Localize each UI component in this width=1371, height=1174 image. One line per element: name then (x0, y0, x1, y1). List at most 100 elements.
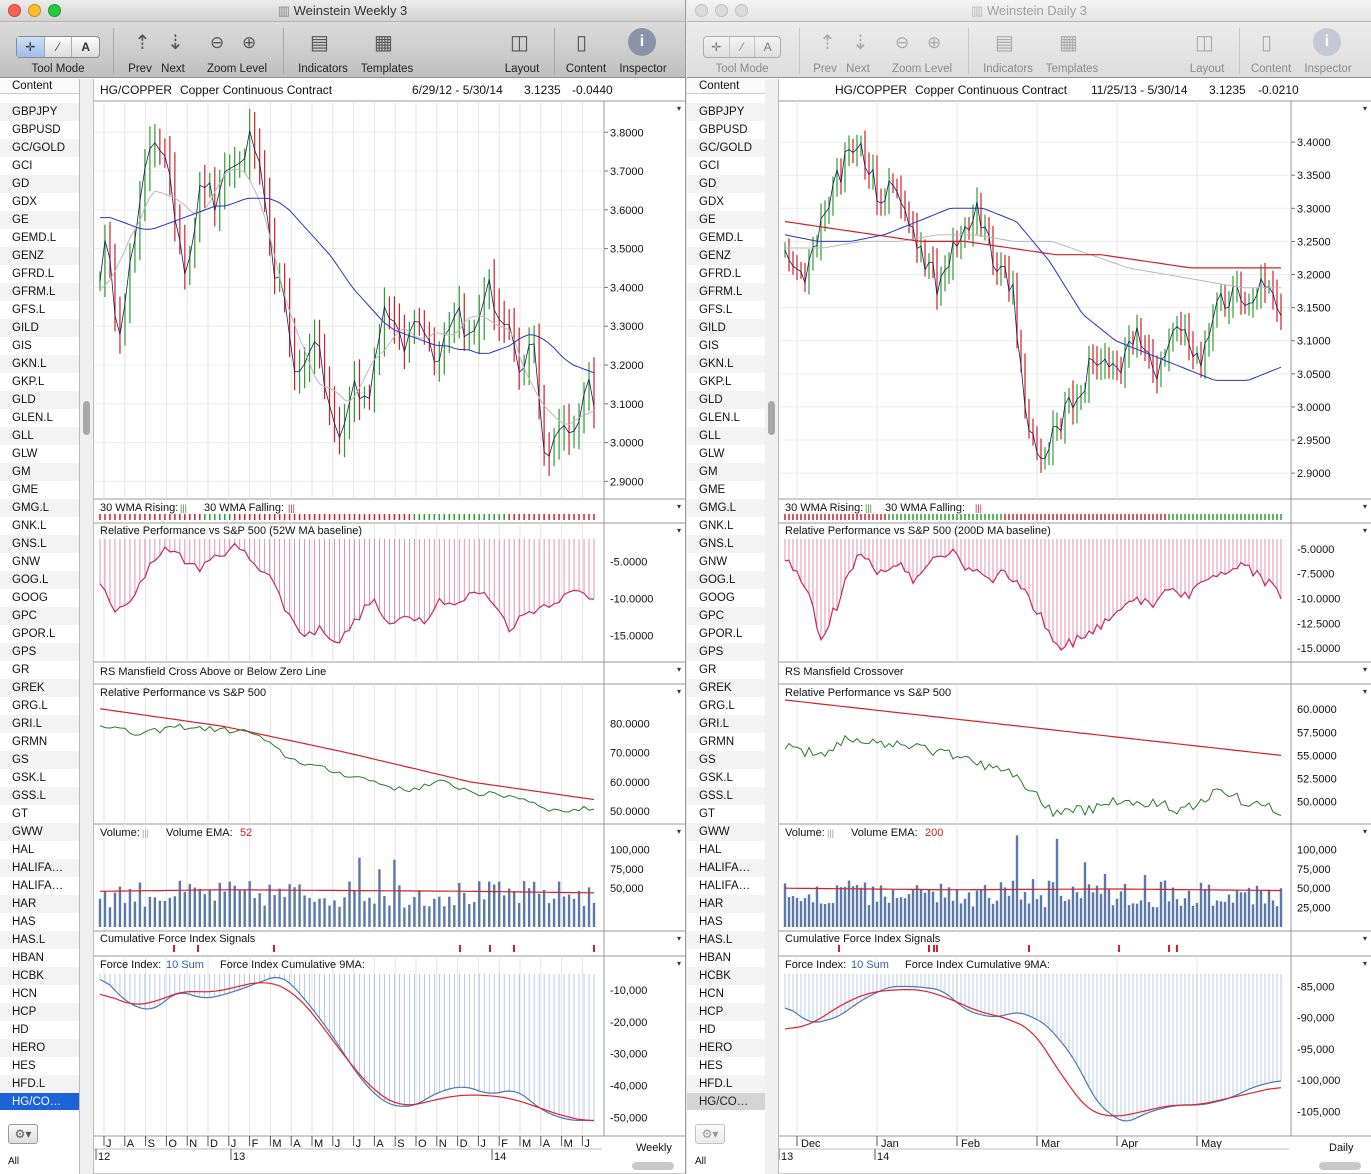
sidebar-item[interactable]: GD (0, 175, 79, 193)
sidebar-item[interactable]: GMG.L (687, 499, 766, 517)
sidebar-item[interactable]: GREK (687, 679, 766, 697)
sidebar-item[interactable]: GFS.L (699, 304, 733, 316)
scroll-thumb[interactable] (83, 401, 90, 435)
sidebar-item[interactable]: HAL (12, 844, 35, 856)
sidebar-item[interactable]: GLW (699, 448, 725, 460)
sidebar-item[interactable]: HCBK (0, 967, 79, 985)
sidebar-item[interactable]: GNW (699, 556, 728, 568)
sidebar-header[interactable]: Content (687, 79, 766, 94)
sidebar-item[interactable]: HFD.L (0, 1075, 79, 1093)
close-button[interactable] (695, 4, 708, 17)
sidebar-item[interactable]: HALIFA… (0, 859, 79, 877)
sidebar-item[interactable]: GD (687, 175, 766, 193)
templates-button[interactable]: ▦ Templates (356, 22, 418, 78)
zoom-button[interactable] (735, 4, 748, 17)
sidebar-splitter[interactable] (80, 79, 94, 1174)
sidebar-item[interactable]: GE (0, 211, 79, 229)
sidebar-item[interactable]: GRI.L (0, 715, 79, 733)
sidebar-item[interactable]: GILD (687, 319, 766, 337)
sidebar-item[interactable]: GSK.L (699, 772, 733, 784)
sidebar-item[interactable]: GDX (699, 196, 724, 208)
sidebar-item[interactable]: GS (0, 751, 79, 769)
zoom-out-icon[interactable]: ⊖ (895, 33, 910, 52)
sidebar-item[interactable]: GNK.L (699, 520, 734, 532)
sidebar-item[interactable]: HCBK (687, 967, 766, 985)
sidebar-item[interactable]: GFRM.L (0, 283, 79, 301)
sidebar-item[interactable]: GLD (0, 391, 79, 409)
sidebar-item[interactable]: GPC (0, 607, 79, 625)
sidebar-item[interactable]: HALIFA… (699, 880, 751, 892)
sidebar-item[interactable]: GKP.L (12, 376, 45, 388)
sidebar-item[interactable]: HAR (0, 895, 79, 913)
sidebar-item[interactable]: GM (687, 463, 766, 481)
sidebar-item[interactable]: GRG.L (699, 700, 735, 712)
crosshair-icon[interactable]: ✛ (704, 37, 730, 57)
sidebar-item[interactable]: GENZ (0, 247, 79, 265)
sidebar-item[interactable]: GSK.L (12, 772, 46, 784)
titlebar[interactable]: ▥ Weinstein Daily 3 (687, 0, 1371, 22)
sidebar-item[interactable]: GREK (0, 679, 79, 697)
inspector-button[interactable]: i Inspector (614, 22, 672, 78)
zoom-button[interactable] (48, 4, 61, 17)
layout-button[interactable]: ◫ Layout (496, 22, 548, 78)
sidebar-item[interactable]: HAS (12, 916, 36, 928)
sidebar-item[interactable]: HAR (687, 895, 766, 913)
close-button[interactable] (8, 4, 21, 17)
sidebar-item[interactable]: GOG.L (687, 571, 766, 589)
sidebar-item[interactable]: HERO (0, 1039, 79, 1057)
sidebar-item[interactable]: GR (12, 664, 30, 676)
sidebar-item[interactable]: GBPJPY (0, 103, 79, 121)
inspector-button[interactable]: i Inspector (1299, 22, 1357, 78)
sidebar-item[interactable]: HERO (687, 1039, 766, 1057)
sidebar-item[interactable]: HAS.L (687, 931, 766, 949)
sidebar-item[interactable]: GPS (0, 643, 79, 661)
sidebar-item[interactable]: GKN.L (0, 355, 79, 373)
layout-button[interactable]: ◫ Layout (1181, 22, 1233, 78)
sidebar-item[interactable]: GRG.L (12, 700, 48, 712)
sidebar-item[interactable]: GT (12, 808, 28, 820)
sidebar-item[interactable]: HBAN (12, 952, 44, 964)
sidebar-item[interactable]: HFD.L (687, 1075, 766, 1093)
sidebar-item[interactable]: HBAN (699, 952, 731, 964)
sidebar-item[interactable]: GKN.L (687, 355, 766, 373)
sidebar-item[interactable]: GDX (12, 196, 37, 208)
sidebar-item[interactable]: GCI (699, 160, 720, 172)
sidebar-header[interactable]: Content (0, 79, 79, 94)
sidebar-item[interactable]: GOG.L (0, 571, 79, 589)
sidebar-item[interactable]: GLW (12, 448, 38, 460)
sidebar-item[interactable]: GM (0, 463, 79, 481)
sidebar-item[interactable]: GRI.L (687, 715, 766, 733)
sidebar-item[interactable]: GIS (699, 340, 719, 352)
sidebar-item[interactable]: HD (12, 1024, 29, 1036)
line-draw-icon[interactable]: ⁄ (730, 37, 756, 57)
sidebar-item[interactable]: GPOR.L (699, 628, 743, 640)
content-button[interactable]: ▯ Content (560, 22, 612, 78)
sidebar-item[interactable]: GPOR.L (12, 628, 56, 640)
sidebar-splitter[interactable] (765, 79, 779, 1174)
sidebar-item[interactable]: HCN (12, 988, 37, 1000)
text-tool-icon[interactable]: A (81, 40, 91, 54)
sidebar-item[interactable]: GWW (0, 823, 79, 841)
tool-mode-segmented-control[interactable]: ✛ ⁄ A (16, 36, 100, 58)
sidebar-item[interactable]: GCI (12, 160, 33, 172)
sidebar-item[interactable]: GME (12, 484, 39, 496)
sidebar-item[interactable]: HCP (687, 1003, 766, 1021)
zoom-in-icon[interactable]: ⊕ (242, 33, 257, 52)
sidebar-item[interactable]: HG/CO… (0, 1093, 79, 1111)
sidebar-item[interactable]: HD (699, 1024, 716, 1036)
zoom-level-control[interactable]: ⊖ ⊕ Zoom Level (887, 22, 957, 78)
next-button[interactable]: ⇣ Next (156, 22, 190, 78)
sidebar-item[interactable]: HCP (0, 1003, 79, 1021)
sidebar-item[interactable]: GNK.L (12, 520, 47, 532)
sidebar-item[interactable]: GOOG (699, 592, 735, 604)
sidebar-item[interactable]: GPS (687, 643, 766, 661)
scroll-thumb[interactable] (768, 401, 775, 435)
sidebar-item[interactable]: GLEN.L (12, 412, 53, 424)
sidebar-item[interactable]: GLL (687, 427, 766, 445)
sidebar-item[interactable]: HAS (699, 916, 723, 928)
indicators-button[interactable]: ▤ Indicators (290, 22, 356, 78)
text-tool-icon[interactable]: A (763, 40, 772, 54)
sidebar-item[interactable]: GLL (0, 427, 79, 445)
sidebar-item[interactable]: GC/GOLD (0, 139, 79, 157)
sidebar-item[interactable]: HAS.L (0, 931, 79, 949)
